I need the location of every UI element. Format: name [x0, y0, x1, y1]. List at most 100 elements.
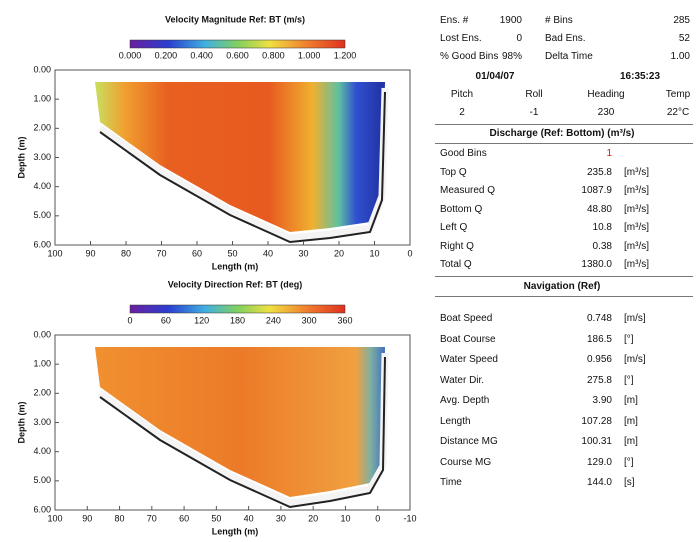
x-tick-label: 40 [244, 513, 254, 523]
summary-label: # Bins [545, 15, 573, 26]
y-tick-label: 5.00 [33, 210, 51, 220]
row-value: 3.90 [592, 395, 612, 406]
summary-value: 1900 [499, 15, 522, 26]
row-unit: [°] [624, 374, 634, 386]
y-tick-label: 3.00 [33, 152, 51, 162]
summary-label: % Good Bins [440, 51, 499, 62]
y-tick-label: 4.00 [33, 446, 51, 456]
row-value: 1 [606, 148, 612, 159]
row-label: Left Q [440, 222, 468, 233]
y-tick-label: 0.00 [33, 64, 51, 74]
y-tick-label: 3.00 [33, 417, 51, 427]
x-tick-label: 40 [263, 248, 273, 258]
row-label: Distance MG [440, 436, 498, 447]
y-tick-label: 0.00 [33, 329, 51, 339]
y-tick-label: 6.00 [33, 504, 51, 514]
plots: Velocity Magnitude Ref: BT (m/s)0.000 0.2… [16, 14, 416, 536]
y-tick-label: 1.00 [33, 94, 51, 104]
summary-label: Delta Time [545, 51, 593, 62]
separator [435, 124, 693, 125]
x-tick-label: 60 [179, 513, 189, 523]
x-axis-label: Length (m) [212, 526, 259, 536]
separator [435, 276, 693, 277]
colorbar-tick-label: 1.000 [298, 50, 321, 60]
x-tick-label: 80 [115, 513, 125, 523]
row-unit: [m³/s] [624, 185, 649, 196]
section-title: Discharge (Ref: Bottom) (m³/s) [489, 128, 635, 139]
attitude-value: 2 [459, 107, 465, 118]
colorbar-tick-label: 0.000 [119, 50, 142, 60]
row-value: 0.38 [592, 240, 612, 252]
row-label: Length [440, 415, 471, 427]
x-tick-label: 0 [407, 248, 412, 258]
row-unit: [m³/s] [624, 166, 649, 178]
row-unit: [m] [624, 395, 638, 406]
velocity-contour [95, 347, 385, 497]
row-value: 107.28 [581, 415, 612, 427]
bottom-band [97, 352, 389, 507]
row-unit: [m³/s] [624, 203, 649, 215]
velocity-contour [95, 82, 385, 232]
x-tick-label: 20 [308, 513, 318, 523]
y-tick-label: 1.00 [33, 359, 51, 369]
row-unit: [m³/s] [624, 240, 649, 252]
row-value: 235.8 [586, 166, 612, 178]
x-tick-label: 90 [82, 513, 92, 523]
x-tick-label: -10 [403, 513, 416, 523]
bottom-band [97, 87, 389, 242]
row-value: 275.8 [586, 374, 612, 386]
plot-title: Velocity Direction Ref: BT (deg) [168, 279, 303, 289]
colorbar-tick-label: 0.600 [226, 50, 249, 60]
x-tick-label: 70 [147, 513, 157, 523]
y-tick-label: 2.00 [33, 123, 51, 133]
row-value: 0.956 [586, 354, 612, 365]
attitude-value: 230 [597, 107, 615, 118]
colorbar-tick-label: 180 [230, 315, 245, 325]
x-tick-label: 0 [375, 513, 380, 523]
x-tick-label: 20 [334, 248, 344, 258]
separator [435, 143, 693, 144]
x-axis-label: Length (m) [212, 261, 259, 271]
row-value: 144.0 [586, 477, 612, 488]
row-label: Right Q [440, 240, 474, 252]
row-label: Boat Speed [440, 313, 493, 324]
colorbar-tick-label: 300 [302, 315, 317, 325]
separator [435, 296, 693, 297]
row-label: Time [440, 477, 462, 488]
row-value: 1087.9 [581, 185, 612, 196]
row-value: 129.0 [586, 456, 612, 468]
summary-label: Bad Ens. [545, 33, 586, 44]
x-tick-label: 70 [156, 248, 166, 258]
row-label: Total Q [440, 259, 472, 270]
summary-value: 1.00 [670, 51, 690, 62]
colorbar [129, 304, 346, 314]
date: 01/04/07 [475, 71, 515, 82]
plot-title: Velocity Magnitude Ref: BT (m/s) [165, 14, 305, 24]
colorbar-tick-label: 1.200 [334, 50, 357, 60]
attitude-header: Roll [525, 89, 543, 100]
row-value: 1380.0 [581, 259, 612, 270]
x-tick-label: 100 [47, 513, 62, 523]
row-value: 10.8 [592, 222, 612, 233]
colorbar-tick-label: 0.200 [155, 50, 178, 60]
row-label: Avg. Depth [440, 395, 490, 406]
time: 16:35:23 [619, 71, 661, 82]
colorbar-tick-label: 0 [127, 315, 132, 325]
row-unit: [°] [624, 333, 634, 345]
x-tick-label: 60 [192, 248, 202, 258]
colorbar-tick-label: 120 [194, 315, 209, 325]
y-tick-label: 6.00 [33, 239, 51, 249]
colorbar-tick-label: 0.400 [190, 50, 213, 60]
summary-label: Lost Ens. [440, 33, 482, 44]
y-tick-label: 5.00 [33, 475, 51, 485]
x-tick-label: 30 [276, 513, 286, 523]
row-value: 186.5 [586, 333, 612, 345]
summary-value: 52 [678, 33, 690, 44]
x-tick-label: 30 [298, 248, 308, 258]
row-label: Top Q [440, 166, 467, 178]
row-unit: [m/s] [624, 354, 646, 365]
row-label: Measured Q [440, 185, 496, 196]
y-axis-label: Depth (m) [16, 402, 26, 444]
bottom-line [99, 91, 386, 244]
y-tick-label: 2.00 [33, 388, 51, 398]
